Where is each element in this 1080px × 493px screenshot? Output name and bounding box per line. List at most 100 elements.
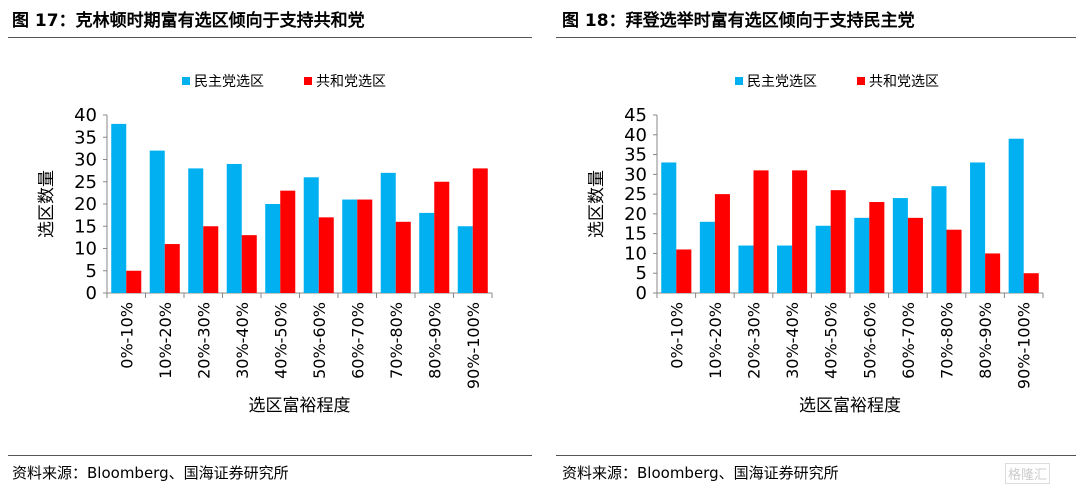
legend-label-1: 共和党选区 bbox=[316, 74, 386, 90]
bar-rep bbox=[907, 217, 923, 293]
bar-rep bbox=[241, 235, 257, 293]
bar-dem bbox=[226, 163, 242, 293]
watermark-logo: 格隆汇 bbox=[1005, 463, 1051, 484]
y-tick-label: 20 bbox=[74, 194, 97, 215]
x-tick-label: 0%-10% bbox=[667, 302, 686, 369]
y-tick-label: 30 bbox=[624, 164, 647, 185]
bar-dem bbox=[111, 123, 127, 294]
y-tick-label: 20 bbox=[624, 204, 647, 225]
x-tick-label: 50%-60% bbox=[860, 302, 879, 379]
bar-dem bbox=[1008, 138, 1024, 293]
bar-dem bbox=[149, 150, 165, 293]
y-tick-label: 0 bbox=[636, 283, 647, 304]
bar-rep bbox=[280, 190, 296, 293]
legend-label-0: 民主党选区 bbox=[747, 74, 817, 90]
x-tick-label: 60%-70% bbox=[899, 302, 918, 379]
x-tick-label: 10%-20% bbox=[706, 302, 725, 379]
bar-rep bbox=[357, 199, 373, 293]
y-tick-label: 5 bbox=[86, 261, 97, 282]
bar-dem bbox=[265, 204, 281, 293]
legend-swatch-1 bbox=[857, 77, 865, 85]
y-axis-label: 选区数量 bbox=[37, 170, 57, 238]
x-tick-label: 50%-60% bbox=[310, 302, 329, 379]
bar-rep bbox=[164, 244, 180, 293]
bar-dem bbox=[970, 162, 986, 293]
x-tick-label: 70%-80% bbox=[938, 302, 957, 379]
bar-dem bbox=[303, 177, 319, 293]
x-tick-label: 40%-50% bbox=[822, 302, 841, 379]
bar-rep bbox=[830, 190, 846, 293]
y-tick-label: 0 bbox=[86, 283, 97, 304]
legend-swatch-0 bbox=[735, 77, 743, 85]
x-tick-label: 20%-30% bbox=[194, 302, 213, 379]
bar-dem bbox=[738, 245, 754, 293]
bar-dem bbox=[815, 225, 831, 293]
y-tick-label: 25 bbox=[624, 184, 647, 205]
y-tick-label: 5 bbox=[636, 263, 647, 284]
bar-rep bbox=[395, 221, 411, 293]
chart-2-source: 资料来源：Bloomberg、国海证券研究所 bbox=[562, 464, 839, 482]
x-axis-label: 选区富裕程度 bbox=[249, 396, 351, 416]
x-tick-label: 40%-50% bbox=[271, 302, 290, 379]
bar-dem bbox=[661, 162, 677, 293]
bar-dem bbox=[931, 186, 947, 293]
bar-rep bbox=[318, 217, 334, 293]
bar-rep bbox=[203, 226, 219, 293]
bar-rep bbox=[946, 229, 962, 293]
y-tick-label: 35 bbox=[74, 127, 97, 148]
y-tick-label: 15 bbox=[624, 224, 647, 245]
x-tick-label: 20%-30% bbox=[745, 302, 764, 379]
bar-rep bbox=[434, 181, 450, 293]
y-tick-label: 30 bbox=[74, 150, 97, 171]
legend-swatch-0 bbox=[182, 77, 190, 85]
bar-rep bbox=[1023, 273, 1039, 293]
x-axis-label: 选区富裕程度 bbox=[799, 396, 901, 416]
y-tick-label: 40 bbox=[74, 105, 97, 126]
bar-dem bbox=[854, 217, 870, 293]
bar-rep bbox=[126, 270, 142, 293]
y-tick-label: 10 bbox=[624, 243, 647, 264]
x-tick-label: 90%-100% bbox=[464, 302, 483, 389]
y-tick-label: 45 bbox=[624, 105, 647, 126]
x-tick-label: 10%-20% bbox=[156, 302, 175, 379]
x-tick-label: 80%-90% bbox=[425, 302, 444, 379]
bar-dem bbox=[777, 245, 793, 293]
bar-dem bbox=[457, 226, 473, 293]
source-divider-1 bbox=[8, 455, 532, 456]
bar-dem bbox=[419, 212, 435, 293]
bar-rep bbox=[714, 194, 730, 293]
title-divider-2 bbox=[556, 37, 1076, 38]
y-tick-label: 35 bbox=[624, 145, 647, 166]
bar-rep bbox=[472, 168, 488, 293]
x-tick-label: 30%-40% bbox=[233, 302, 252, 379]
x-tick-label: 90%-100% bbox=[1015, 302, 1034, 389]
title-divider-1 bbox=[8, 37, 532, 38]
chart-1-source: 资料来源：Bloomberg、国海证券研究所 bbox=[12, 464, 289, 482]
legend-label-0: 民主党选区 bbox=[194, 74, 264, 90]
bar-rep bbox=[753, 170, 769, 293]
legend-label-1: 共和党选区 bbox=[869, 74, 939, 90]
bar-rep bbox=[676, 249, 692, 293]
bar-rep bbox=[792, 170, 808, 293]
y-tick-label: 40 bbox=[624, 125, 647, 146]
x-tick-label: 60%-70% bbox=[348, 302, 367, 379]
y-tick-label: 15 bbox=[74, 216, 97, 237]
bar-dem bbox=[892, 198, 908, 293]
y-axis-label: 选区数量 bbox=[587, 170, 607, 238]
x-tick-label: 0%-10% bbox=[117, 302, 136, 369]
chart-1-title: 图 17：克林顿时期富有选区倾向于支持共和党 bbox=[12, 11, 365, 31]
bar-rep bbox=[869, 202, 885, 293]
y-tick-label: 25 bbox=[74, 172, 97, 193]
y-tick-label: 10 bbox=[74, 239, 97, 260]
bar-dem bbox=[342, 199, 358, 293]
bar-dem bbox=[380, 172, 396, 293]
source-divider-2 bbox=[556, 455, 1076, 456]
x-tick-label: 30%-40% bbox=[783, 302, 802, 379]
bar-dem bbox=[699, 221, 715, 293]
bar-rep bbox=[985, 253, 1001, 293]
bar-dem bbox=[188, 168, 204, 293]
chart-2-title: 图 18：拜登选举时富有选区倾向于支持民主党 bbox=[562, 11, 915, 31]
x-tick-label: 70%-80% bbox=[387, 302, 406, 379]
